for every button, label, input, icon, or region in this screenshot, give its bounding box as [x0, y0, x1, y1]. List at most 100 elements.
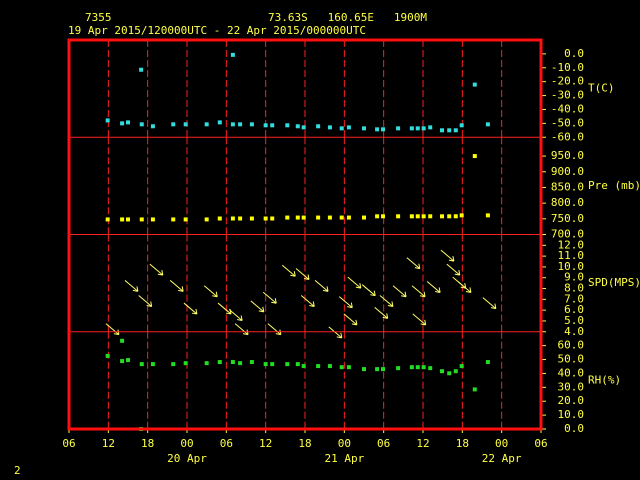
data-point	[301, 215, 306, 220]
data-point	[139, 67, 144, 72]
wind-arrow	[250, 300, 265, 313]
data-point	[204, 217, 209, 222]
data-point	[139, 217, 144, 222]
wind-arrow	[124, 279, 139, 292]
y-tick-label: 20.0	[558, 394, 585, 407]
data-point	[415, 214, 420, 219]
data-point	[150, 362, 155, 367]
data-point	[447, 128, 452, 133]
data-point	[285, 123, 290, 128]
data-point	[249, 360, 254, 365]
data-point	[120, 338, 125, 343]
wind-arrow	[374, 306, 389, 319]
data-point	[285, 362, 290, 367]
data-point	[126, 217, 130, 222]
plot-frame	[67, 38, 543, 431]
data-point	[301, 125, 306, 130]
data-point	[301, 364, 306, 369]
data-point	[375, 367, 380, 372]
x-tick-label: 06	[377, 437, 390, 450]
data-point	[339, 365, 344, 370]
data-point	[126, 358, 130, 363]
wind-arrow	[217, 302, 232, 315]
data-point	[415, 365, 420, 370]
data-point	[396, 126, 401, 131]
wind-arrow	[338, 296, 353, 309]
y-tick-label: 50.0	[558, 353, 585, 366]
wind-arrow	[267, 323, 282, 336]
data-point	[238, 122, 243, 127]
data-point	[396, 366, 401, 371]
data-point	[295, 124, 300, 129]
data-point	[316, 364, 321, 369]
data-point	[459, 213, 464, 218]
wind-arrow	[347, 276, 362, 289]
wind-arrow	[234, 323, 249, 336]
y-tick-label: 10.0	[558, 408, 585, 421]
y-tick-label: 700.0	[551, 228, 584, 241]
wind-arrow	[295, 268, 310, 280]
data-point	[381, 214, 386, 219]
data-point	[421, 214, 426, 219]
wind-arrow	[379, 295, 394, 307]
data-point	[453, 128, 458, 133]
wind-arrow	[457, 281, 472, 293]
data-point	[230, 52, 235, 57]
wind-arrow	[482, 297, 497, 310]
data-point	[447, 371, 452, 376]
day-label: 22 Apr	[482, 452, 522, 465]
data-point	[381, 367, 386, 372]
y-tick-label: 6.0	[564, 303, 584, 316]
data-point	[459, 364, 464, 369]
data-point	[285, 215, 290, 220]
data-point	[428, 125, 433, 130]
x-tick-label: 06	[534, 437, 547, 450]
data-point	[447, 214, 452, 219]
data-point	[409, 126, 414, 131]
wind-arrow	[411, 285, 426, 298]
x-tick-label: 12	[102, 437, 115, 450]
data-point	[183, 217, 188, 222]
data-point	[105, 118, 110, 123]
period: 19 Apr 2015/120000UTC - 22 Apr 2015/0000…	[68, 24, 366, 37]
x-tick-label: 18	[456, 437, 469, 450]
data-point	[346, 215, 351, 220]
y-tick-label: -50.0	[551, 116, 584, 129]
data-point	[150, 124, 155, 129]
data-point	[316, 215, 321, 220]
x-tick-label: 00	[180, 437, 193, 450]
data-point	[270, 216, 275, 221]
y-tick-label: 950.0	[551, 149, 584, 162]
data-point	[230, 122, 235, 127]
data-point	[459, 123, 464, 128]
data-point	[362, 126, 366, 131]
wind-arrow	[281, 264, 296, 277]
data-point	[295, 362, 300, 367]
x-tick-label: 06	[220, 437, 233, 450]
wind-arrow	[228, 309, 243, 322]
data-point	[150, 217, 155, 222]
data-point	[409, 214, 414, 219]
data-point	[327, 215, 332, 220]
data-point	[171, 217, 176, 222]
panel-label: T(C)	[588, 82, 615, 95]
data-point	[316, 124, 321, 129]
y-tick-label: -20.0	[551, 75, 584, 88]
data-point	[346, 125, 351, 130]
panel-label: RH(%)	[588, 373, 621, 386]
data-point	[339, 126, 344, 131]
data-point	[381, 127, 386, 132]
data-point	[139, 362, 144, 367]
y-tick-label: 30.0	[558, 380, 585, 393]
wind-arrow	[138, 295, 153, 307]
data-point	[204, 361, 209, 366]
x-tick-label: 18	[141, 437, 154, 450]
data-point	[339, 215, 344, 220]
station-location: 73.63S 160.65E 1900M	[268, 11, 427, 24]
data-point	[440, 369, 445, 374]
data-point	[105, 353, 110, 358]
data-point	[485, 213, 490, 218]
wind-arrow	[392, 285, 407, 298]
data-point	[485, 360, 490, 365]
